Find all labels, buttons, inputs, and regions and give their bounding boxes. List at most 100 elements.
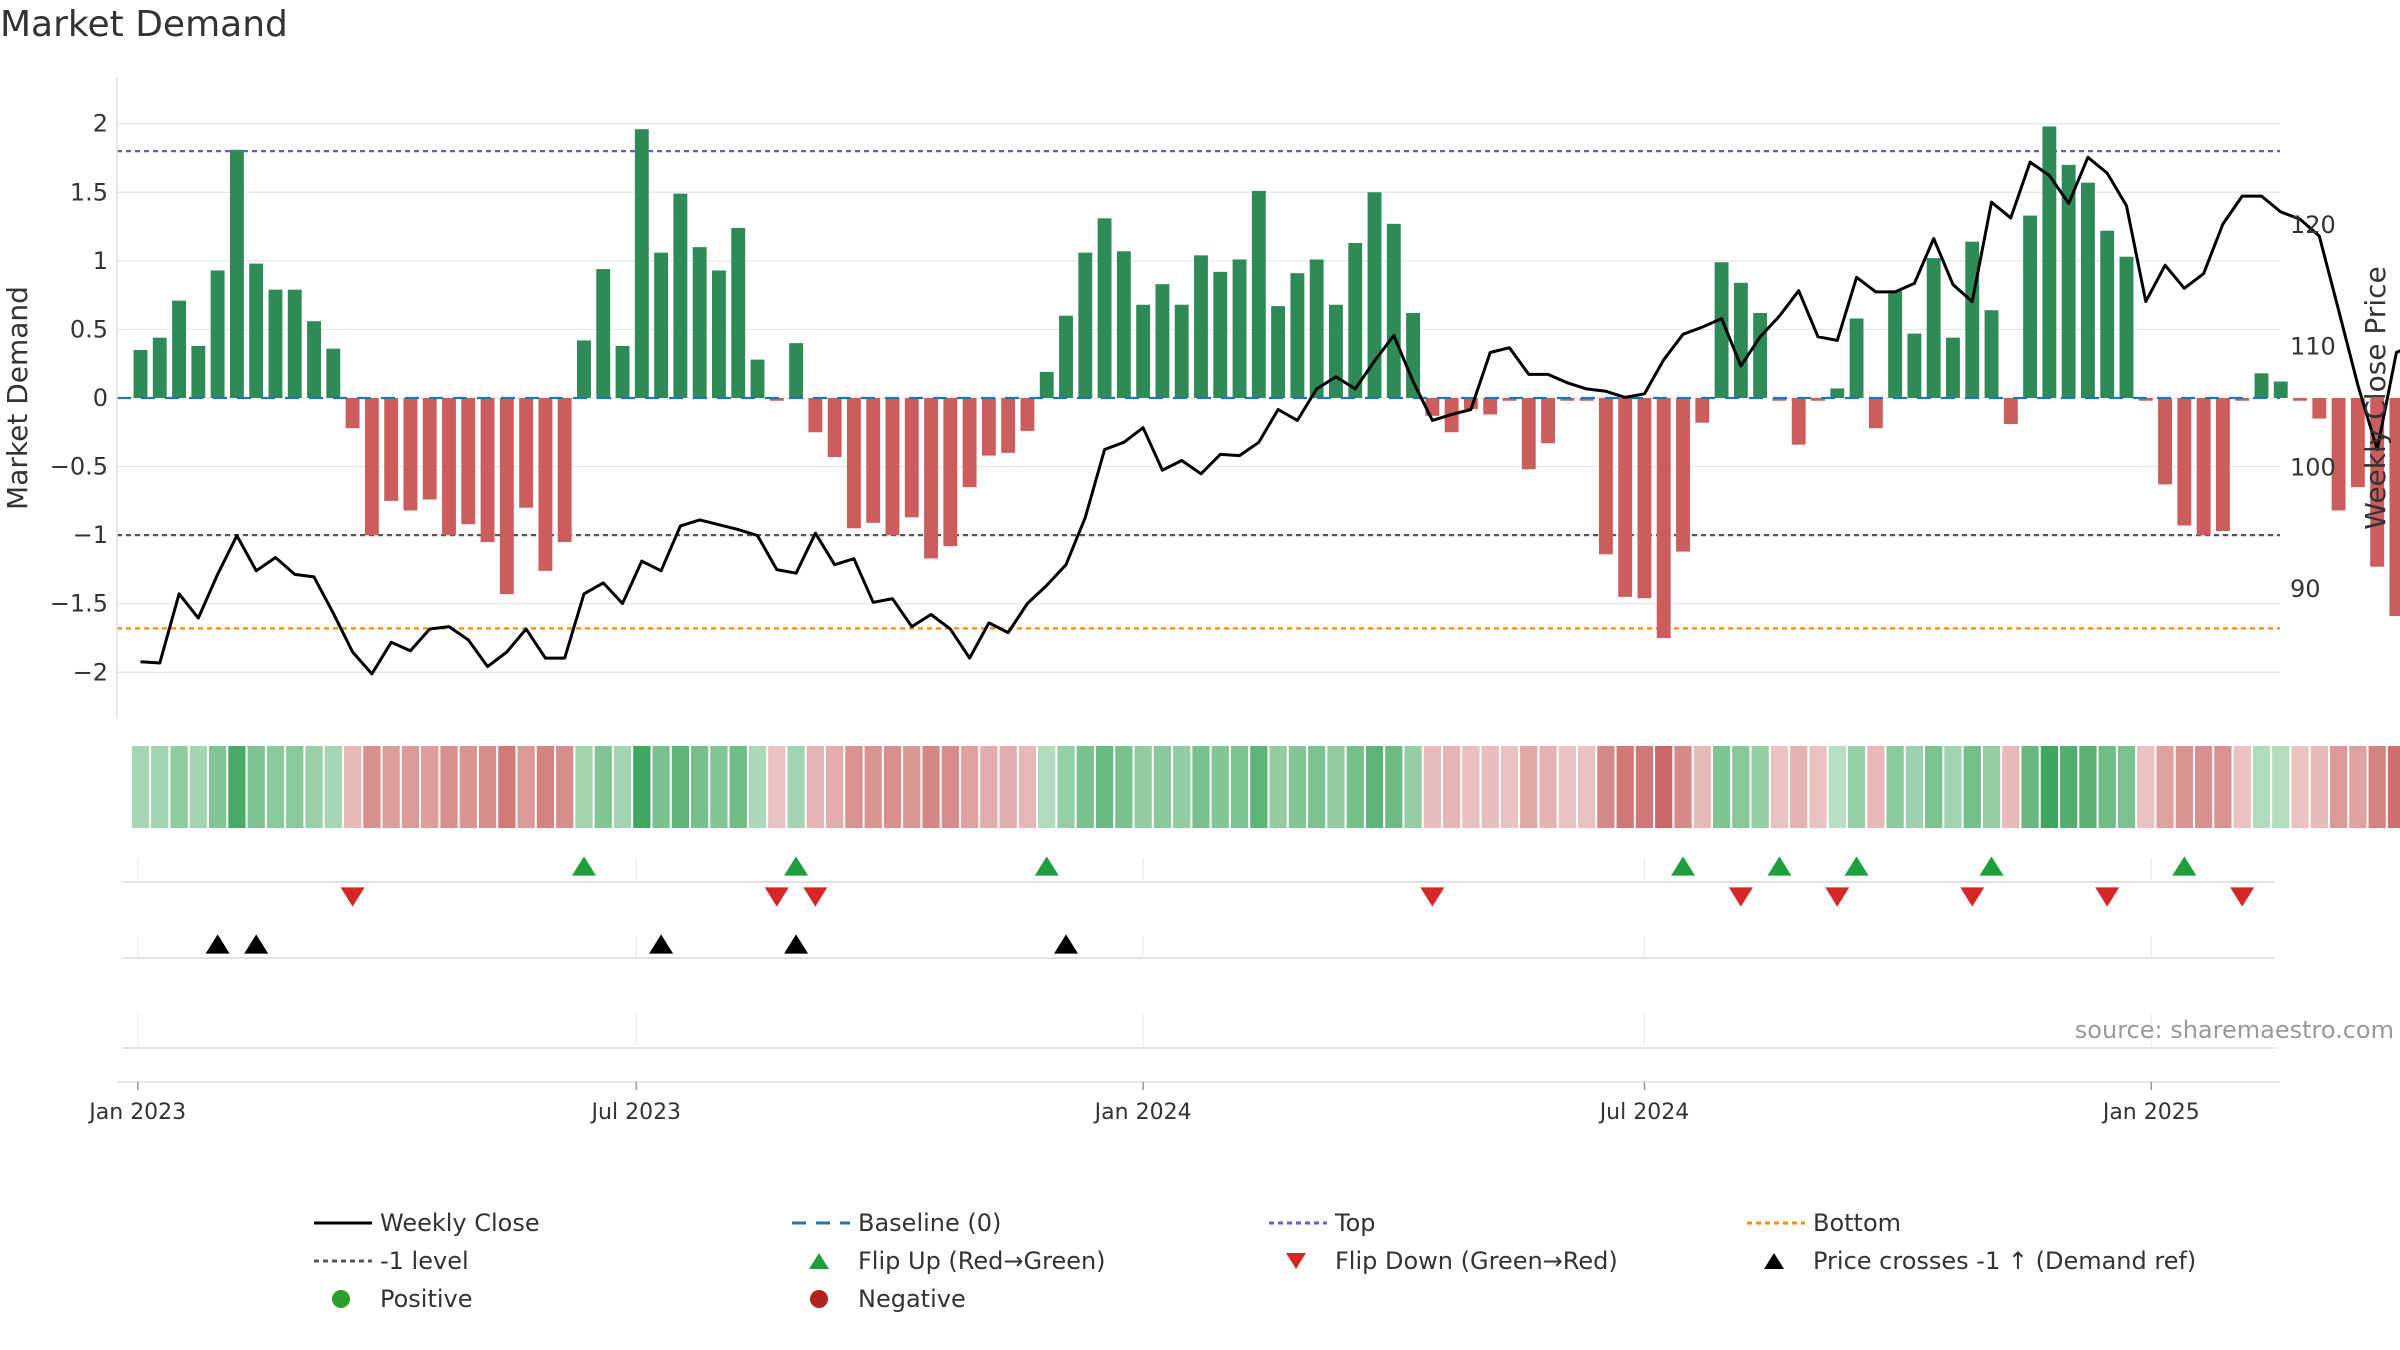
heat-cell — [2291, 746, 2309, 828]
legend-dot-icon — [310, 1242, 380, 1280]
demand-bar — [326, 348, 341, 398]
demand-bar — [1888, 291, 1903, 398]
heat-cell — [1867, 746, 1885, 828]
heat-cell — [2021, 746, 2039, 828]
demand-bar — [1039, 371, 1054, 398]
heat-cell — [1423, 746, 1442, 828]
heat-cell — [2040, 746, 2059, 828]
demand-bar — [1020, 398, 1035, 431]
heat-cell — [1404, 746, 1422, 828]
legend-label: Flip Down (Green→Red) — [1335, 1247, 1618, 1275]
heat-cell — [652, 746, 670, 828]
heat-cell — [131, 746, 150, 828]
heat-cell — [1327, 746, 1345, 828]
heat-cell — [1153, 746, 1172, 828]
demand-bar — [1463, 398, 1478, 409]
heat-cell — [1365, 746, 1384, 828]
y-tick-label: −0.5 — [50, 453, 108, 481]
demand-bar — [2119, 256, 2134, 398]
demand-bar — [596, 269, 611, 398]
demand-bar — [1502, 398, 1517, 401]
heat-cell — [1443, 746, 1461, 828]
y-tick-label: 0.5 — [70, 315, 108, 343]
demand-bar — [2273, 381, 2288, 398]
x-tick-label: Jan 2025 — [2101, 1100, 2200, 1125]
demand-bar — [480, 398, 495, 542]
demand-bar — [904, 398, 919, 518]
demand-bar — [2100, 230, 2115, 398]
heat-cell — [556, 746, 574, 828]
heat-cell — [1597, 746, 1615, 828]
heat-cell — [1385, 746, 1403, 828]
heat-cell — [1616, 746, 1634, 828]
demand-bar — [1849, 318, 1864, 398]
heat-cell — [1230, 746, 1249, 828]
demand-bar — [1637, 398, 1652, 599]
demand-bar — [2215, 398, 2230, 532]
heat-cell — [1095, 746, 1114, 828]
heat-cell — [1577, 746, 1596, 828]
legend-label: Weekly Close — [380, 1209, 540, 1237]
weekly-close-layer — [140, 155, 2400, 676]
y-axis-title: Market Demand — [1, 286, 34, 510]
legend-dash-icon — [788, 1204, 858, 1242]
heat-cell — [401, 746, 420, 828]
demand-bar — [981, 398, 996, 456]
heat-cell — [1115, 746, 1133, 828]
flip-up-marker — [784, 856, 809, 876]
demand-bar — [1136, 304, 1151, 398]
demand-bar — [1078, 252, 1093, 398]
heat-cell — [1732, 746, 1750, 828]
heat-cell — [980, 746, 998, 828]
heat-cell — [459, 746, 477, 828]
demand-bar — [924, 398, 938, 559]
heat-cell — [845, 746, 863, 828]
flip-down-marker — [2095, 887, 2120, 907]
demand-bar — [172, 300, 187, 398]
heat-cell — [2272, 746, 2290, 828]
heat-cell — [691, 746, 709, 828]
heat-cell — [1192, 746, 1210, 828]
demand-bar — [943, 398, 958, 547]
heat-cell — [1770, 746, 1789, 828]
legend-item: -1 level — [310, 1241, 469, 1279]
heat-cell — [1462, 746, 1480, 828]
legend-dot-icon — [1743, 1204, 1813, 1242]
demand-bar — [1926, 258, 1941, 398]
heat-cell — [247, 746, 265, 828]
heat-cell — [324, 746, 342, 828]
demand-bar — [1174, 304, 1189, 398]
heat-cell — [2252, 746, 2271, 828]
demand-bar — [191, 345, 206, 398]
heat-cell — [903, 746, 921, 828]
demand-bar — [1329, 304, 1343, 398]
heat-cell — [1655, 746, 1673, 828]
price-cross-marker — [649, 934, 674, 954]
demand-bar — [1213, 271, 1228, 398]
y-tick-label: 1 — [93, 247, 108, 275]
demand-bar — [1059, 315, 1073, 398]
heat-cell — [2060, 746, 2078, 828]
price-cross-marker — [205, 934, 230, 954]
heat-cell — [748, 746, 767, 828]
demand-bar — [249, 263, 264, 398]
heat-cell — [1963, 746, 1981, 828]
demand-bar — [422, 398, 437, 500]
demand-bar — [789, 343, 804, 398]
heat-cell — [440, 746, 458, 828]
demand-bar — [403, 398, 418, 511]
event-rows — [123, 856, 2275, 1049]
heat-cell — [478, 746, 497, 828]
flip-up-marker — [2172, 856, 2197, 876]
heat-cell — [2329, 746, 2348, 828]
demand-bar — [1868, 398, 1883, 429]
demand-bar — [2003, 398, 2018, 425]
heat-cell — [2387, 746, 2400, 828]
flip-down-marker — [803, 887, 828, 907]
heat-cell — [1693, 746, 1711, 828]
flip-down-marker — [1825, 887, 1850, 907]
heat-cell — [613, 746, 632, 828]
y-tick-label: 2 — [93, 110, 108, 138]
demand-bar — [577, 340, 591, 398]
